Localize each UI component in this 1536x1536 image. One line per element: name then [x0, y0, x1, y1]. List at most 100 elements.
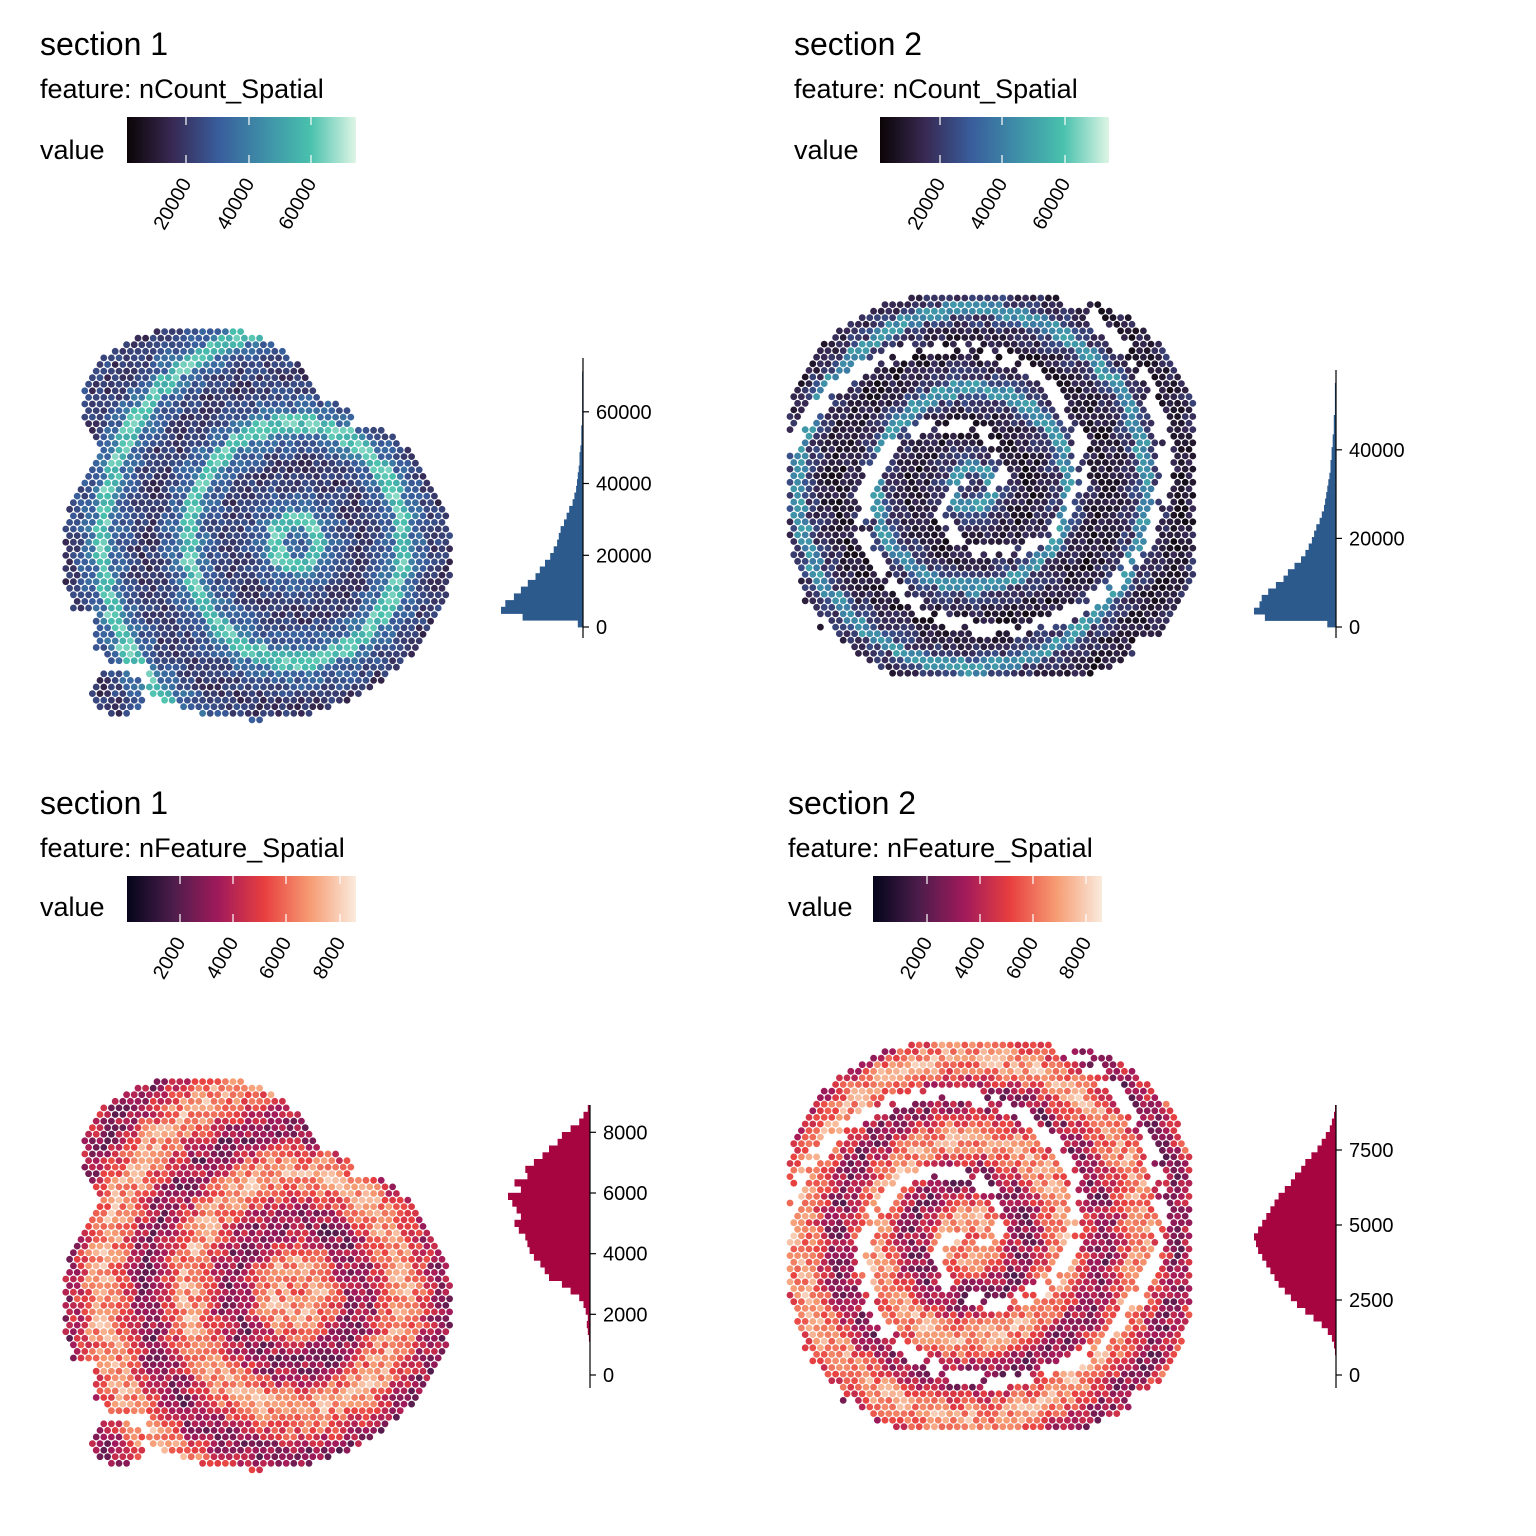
- spot: [1174, 413, 1181, 420]
- spot: [187, 584, 195, 592]
- spot: [176, 446, 184, 454]
- spot: [115, 512, 123, 520]
- spot: [423, 598, 431, 605]
- histogram-tick-label: 60000: [596, 402, 652, 424]
- spot: [396, 644, 404, 651]
- spot: [999, 571, 1007, 578]
- spot: [290, 617, 298, 625]
- spot: [813, 446, 820, 453]
- spot: [233, 400, 241, 408]
- spot: [1064, 564, 1071, 572]
- spot: [241, 492, 248, 500]
- histogram-bar: [553, 546, 583, 554]
- spot: [222, 1078, 229, 1085]
- spot: [908, 505, 915, 512]
- spot: [248, 347, 256, 355]
- spot: [1003, 327, 1010, 335]
- spot: [972, 380, 980, 387]
- spot: [915, 571, 923, 578]
- spot: [210, 650, 218, 658]
- spot: [1098, 531, 1105, 539]
- spot: [1064, 406, 1071, 414]
- spot: [176, 459, 184, 467]
- spot: [1128, 413, 1136, 420]
- spot: [377, 677, 385, 684]
- spot: [347, 532, 355, 539]
- spot: [96, 519, 104, 526]
- spot: [927, 669, 934, 677]
- spot: [108, 407, 115, 414]
- spot: [96, 545, 104, 553]
- spot: [180, 505, 188, 513]
- spot: [92, 407, 100, 414]
- spot: [96, 492, 104, 500]
- spot: [130, 394, 138, 401]
- spot: [256, 703, 263, 711]
- spot: [176, 394, 184, 401]
- spot: [801, 465, 809, 473]
- spot: [343, 525, 351, 533]
- spot: [256, 650, 263, 658]
- spot: [203, 374, 210, 382]
- spot: [1083, 386, 1090, 394]
- spot: [126, 479, 134, 487]
- spot: [923, 334, 931, 341]
- spot: [138, 617, 146, 625]
- spot: [358, 459, 366, 467]
- spot: [824, 571, 832, 578]
- spot: [92, 525, 100, 533]
- histogram-bar: [578, 465, 583, 473]
- spot: [1136, 360, 1143, 368]
- spot: [195, 650, 203, 658]
- spot: [214, 446, 222, 454]
- spot: [820, 525, 828, 532]
- spot: [904, 630, 912, 638]
- spot: [336, 565, 343, 572]
- spot: [1105, 452, 1113, 460]
- spot: [62, 525, 70, 533]
- spot: [942, 353, 950, 361]
- spot: [225, 361, 233, 368]
- spot: [1022, 650, 1029, 657]
- spot: [1143, 452, 1151, 460]
- spot: [1121, 334, 1128, 341]
- spot: [282, 512, 290, 520]
- spot: [108, 446, 115, 454]
- spot: [370, 426, 377, 434]
- spot: [847, 360, 855, 368]
- spot: [1026, 551, 1033, 559]
- spot: [1174, 505, 1181, 512]
- spot: [404, 499, 412, 507]
- spot: [934, 538, 942, 545]
- spot: [309, 703, 317, 711]
- spot: [92, 604, 100, 612]
- spot: [332, 466, 339, 474]
- spot: [237, 552, 245, 559]
- spot: [1071, 617, 1079, 624]
- spot: [108, 394, 115, 401]
- spot: [1113, 492, 1121, 499]
- spot: [358, 578, 366, 586]
- spot: [877, 399, 885, 407]
- spot: [385, 571, 393, 579]
- spot: [161, 525, 169, 533]
- spot: [1022, 452, 1029, 460]
- spot: [1117, 538, 1124, 545]
- spot: [836, 485, 843, 493]
- spot: [301, 650, 309, 658]
- spot: [942, 525, 950, 532]
- spot: [301, 519, 309, 526]
- spot: [1094, 340, 1102, 348]
- spot: [343, 538, 351, 546]
- spot: [180, 334, 188, 342]
- spot: [798, 485, 805, 493]
- spot: [108, 538, 115, 546]
- spot: [1037, 505, 1045, 512]
- spot: [184, 578, 191, 586]
- spot: [832, 373, 839, 381]
- spot: [1048, 577, 1056, 585]
- spot: [412, 473, 419, 480]
- spot: [434, 552, 442, 559]
- spot: [847, 557, 855, 565]
- spot: [282, 459, 290, 467]
